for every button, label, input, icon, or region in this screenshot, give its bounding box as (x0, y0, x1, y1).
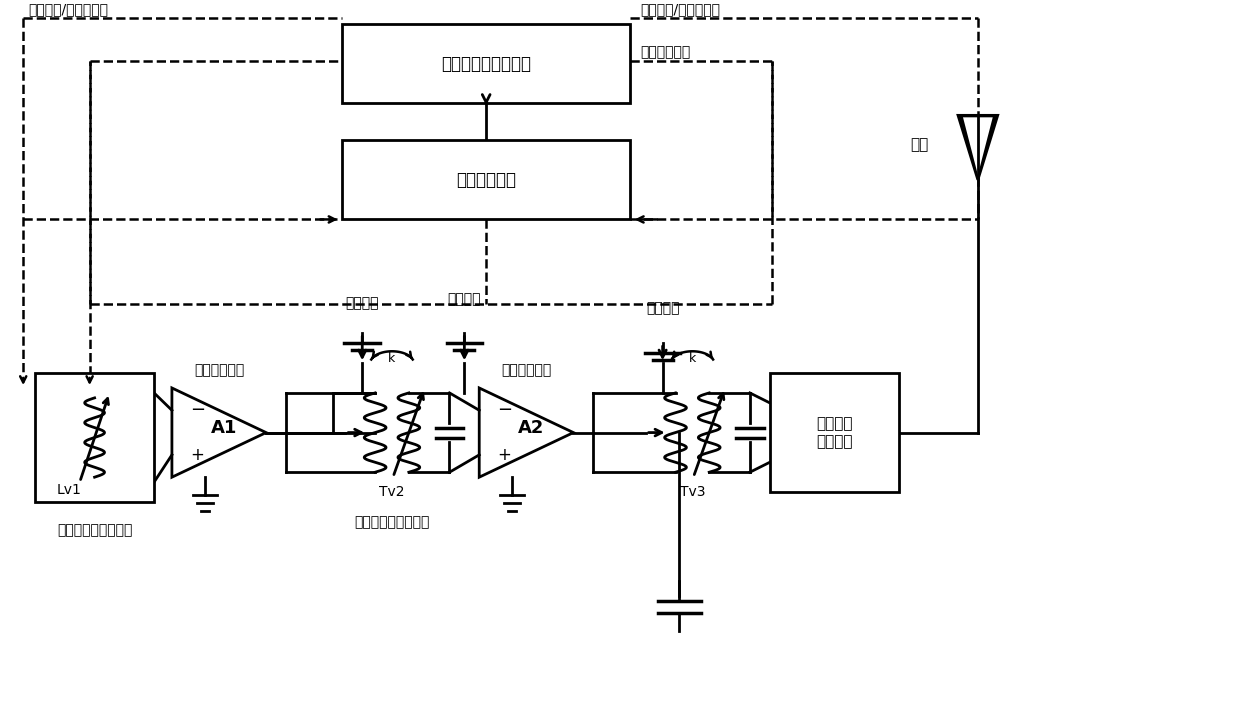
Text: Lv1: Lv1 (57, 483, 82, 497)
Text: Tv2: Tv2 (379, 485, 404, 499)
Polygon shape (963, 117, 993, 174)
Text: 可变电感/变压器调节: 可变电感/变压器调节 (29, 2, 108, 16)
Text: 偏置控制信号: 偏置控制信号 (640, 45, 691, 59)
Bar (342, 24, 630, 103)
Text: 电源电压: 电源电压 (646, 302, 680, 316)
Text: 晶体管放大器: 晶体管放大器 (193, 363, 244, 377)
Bar (342, 140, 630, 220)
Text: 天线: 天线 (910, 137, 929, 153)
Text: A2: A2 (518, 419, 544, 437)
Polygon shape (959, 116, 998, 180)
Text: 控制及偏置产生电路: 控制及偏置产生电路 (441, 55, 531, 73)
Text: +: + (190, 446, 203, 464)
Text: 晶体管放大器: 晶体管放大器 (501, 363, 552, 377)
Text: k: k (388, 352, 396, 365)
Text: Tv3: Tv3 (680, 485, 706, 499)
Text: 级间耦合及阻抗匹配: 级间耦合及阻抗匹配 (355, 515, 430, 529)
Text: k: k (688, 352, 696, 365)
Text: 天线阻抗
变换网络: 天线阻抗 变换网络 (816, 417, 852, 449)
Text: +: + (497, 446, 511, 464)
Text: 输入耦合及阻抗匹配: 输入耦合及阻抗匹配 (57, 523, 133, 537)
Text: A1: A1 (211, 419, 237, 437)
Bar (770, 373, 899, 492)
Bar (35, 373, 154, 502)
Text: 电源电压: 电源电压 (346, 297, 379, 310)
Text: −: − (497, 401, 512, 419)
Text: −: − (190, 401, 205, 419)
Text: 偏置电压: 偏置电压 (448, 292, 481, 306)
Text: 包络检测电路: 包络检测电路 (456, 171, 516, 189)
Text: 可变电感/变压器调节: 可变电感/变压器调节 (640, 2, 720, 16)
